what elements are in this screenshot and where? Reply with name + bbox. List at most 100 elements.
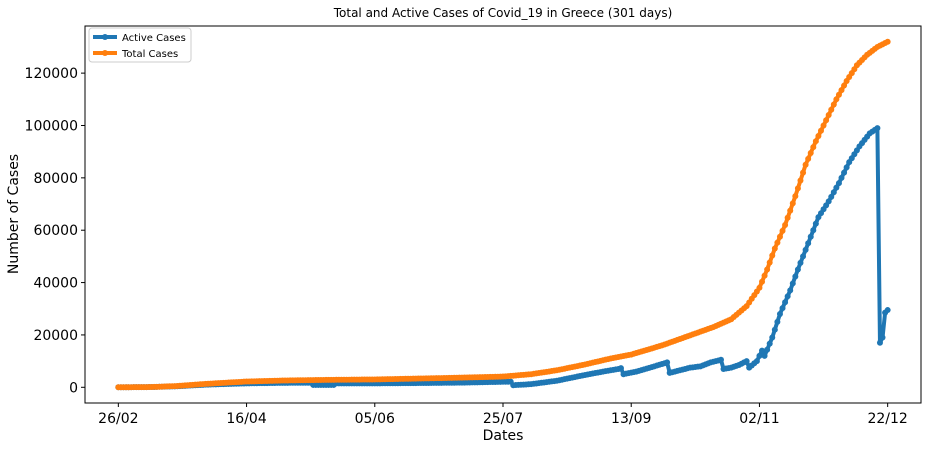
- data-point: [794, 266, 801, 273]
- data-point: [769, 252, 776, 259]
- data-point: [784, 293, 791, 300]
- data-point: [617, 365, 624, 372]
- data-point: [787, 287, 794, 294]
- data-point: [779, 305, 786, 312]
- legend-swatch-marker: [102, 34, 108, 40]
- data-point: [812, 138, 819, 145]
- data-point: [823, 117, 830, 124]
- data-point: [776, 233, 783, 240]
- data-point: [835, 180, 842, 187]
- data-point: [830, 189, 837, 196]
- data-point: [743, 358, 750, 365]
- data-point: [825, 112, 832, 119]
- data-point: [817, 127, 824, 134]
- legend-item: Active Cases: [93, 33, 186, 44]
- x-axis-label: Dates: [483, 428, 524, 444]
- data-point: [841, 82, 848, 89]
- data-point: [794, 185, 801, 192]
- y-tick-label: 60000: [33, 223, 78, 239]
- legend-swatch-marker: [102, 50, 108, 56]
- data-point: [761, 272, 768, 279]
- x-tick-label: 26/02: [98, 411, 138, 427]
- x-tick-label: 02/11: [739, 411, 779, 427]
- data-point: [805, 240, 812, 247]
- legend: Active Cases Total Cases: [88, 27, 192, 63]
- data-point: [779, 227, 786, 234]
- data-point: [782, 221, 789, 228]
- data-point: [820, 122, 827, 129]
- data-point: [776, 310, 783, 317]
- data-point: [884, 307, 891, 314]
- y-tick-label: 20000: [33, 328, 78, 344]
- data-point: [800, 253, 807, 260]
- data-point: [764, 266, 771, 273]
- data-point: [789, 280, 796, 287]
- data-point: [805, 155, 812, 162]
- y-tick-label: 0: [69, 380, 78, 396]
- data-point: [761, 352, 768, 359]
- data-point: [797, 177, 804, 184]
- data-point: [838, 174, 845, 181]
- data-point: [833, 184, 840, 191]
- data-point: [759, 347, 766, 354]
- data-point: [812, 220, 819, 227]
- y-axis: 0 20000 40000 60000 80000 100000 120000: [25, 66, 85, 396]
- data-point: [830, 101, 837, 108]
- data-point: [774, 318, 781, 325]
- data-point: [769, 334, 776, 341]
- data-point: [843, 164, 850, 171]
- legend-label: Total Cases: [121, 49, 178, 60]
- data-point: [664, 359, 671, 366]
- y-tick-label: 80000: [33, 171, 78, 187]
- data-point: [782, 299, 789, 306]
- data-point: [766, 340, 773, 347]
- data-point: [807, 233, 814, 240]
- x-tick-label: 13/09: [611, 411, 651, 427]
- data-point: [759, 278, 766, 285]
- data-point: [802, 161, 809, 168]
- data-point: [825, 198, 832, 205]
- x-tick-label: 22/12: [867, 411, 907, 427]
- series-total-cases: [115, 38, 891, 391]
- y-tick-label: 100000: [25, 118, 78, 134]
- data-point: [810, 227, 817, 234]
- data-point: [828, 106, 835, 113]
- data-point: [717, 356, 724, 363]
- data-point: [802, 246, 809, 253]
- series-active-cases: [115, 125, 891, 391]
- x-tick-label: 25/07: [483, 411, 523, 427]
- series-layer: [115, 38, 891, 391]
- data-point: [797, 259, 804, 266]
- data-point: [838, 87, 845, 94]
- data-point: [756, 352, 763, 359]
- x-axis: 26/02 16/04 05/06 25/07 13/09 02/11 22/12: [98, 403, 908, 427]
- data-point: [828, 193, 835, 200]
- y-tick-label: 40000: [33, 276, 78, 292]
- data-point: [756, 284, 763, 291]
- data-point: [874, 125, 881, 132]
- data-point: [789, 200, 796, 207]
- data-point: [810, 144, 817, 151]
- data-point: [766, 259, 773, 266]
- legend-label: Active Cases: [122, 33, 186, 44]
- data-point: [835, 91, 842, 98]
- data-point: [807, 149, 814, 156]
- x-tick-label: 05/06: [355, 411, 395, 427]
- data-point: [771, 245, 778, 252]
- data-point: [792, 193, 799, 200]
- data-point: [764, 346, 771, 353]
- data-point: [833, 96, 840, 103]
- data-point: [784, 214, 791, 221]
- data-point: [884, 38, 891, 45]
- chart-title: Total and Active Cases of Covid_19 in Gr…: [333, 6, 673, 20]
- data-point: [841, 169, 848, 176]
- y-tick-label: 120000: [25, 66, 78, 82]
- data-point: [815, 132, 822, 139]
- data-point: [800, 169, 807, 176]
- data-point: [879, 334, 886, 341]
- legend-item: Total Cases: [93, 49, 178, 60]
- data-point: [771, 326, 778, 333]
- data-point: [774, 239, 781, 246]
- x-tick-label: 16/04: [226, 411, 266, 427]
